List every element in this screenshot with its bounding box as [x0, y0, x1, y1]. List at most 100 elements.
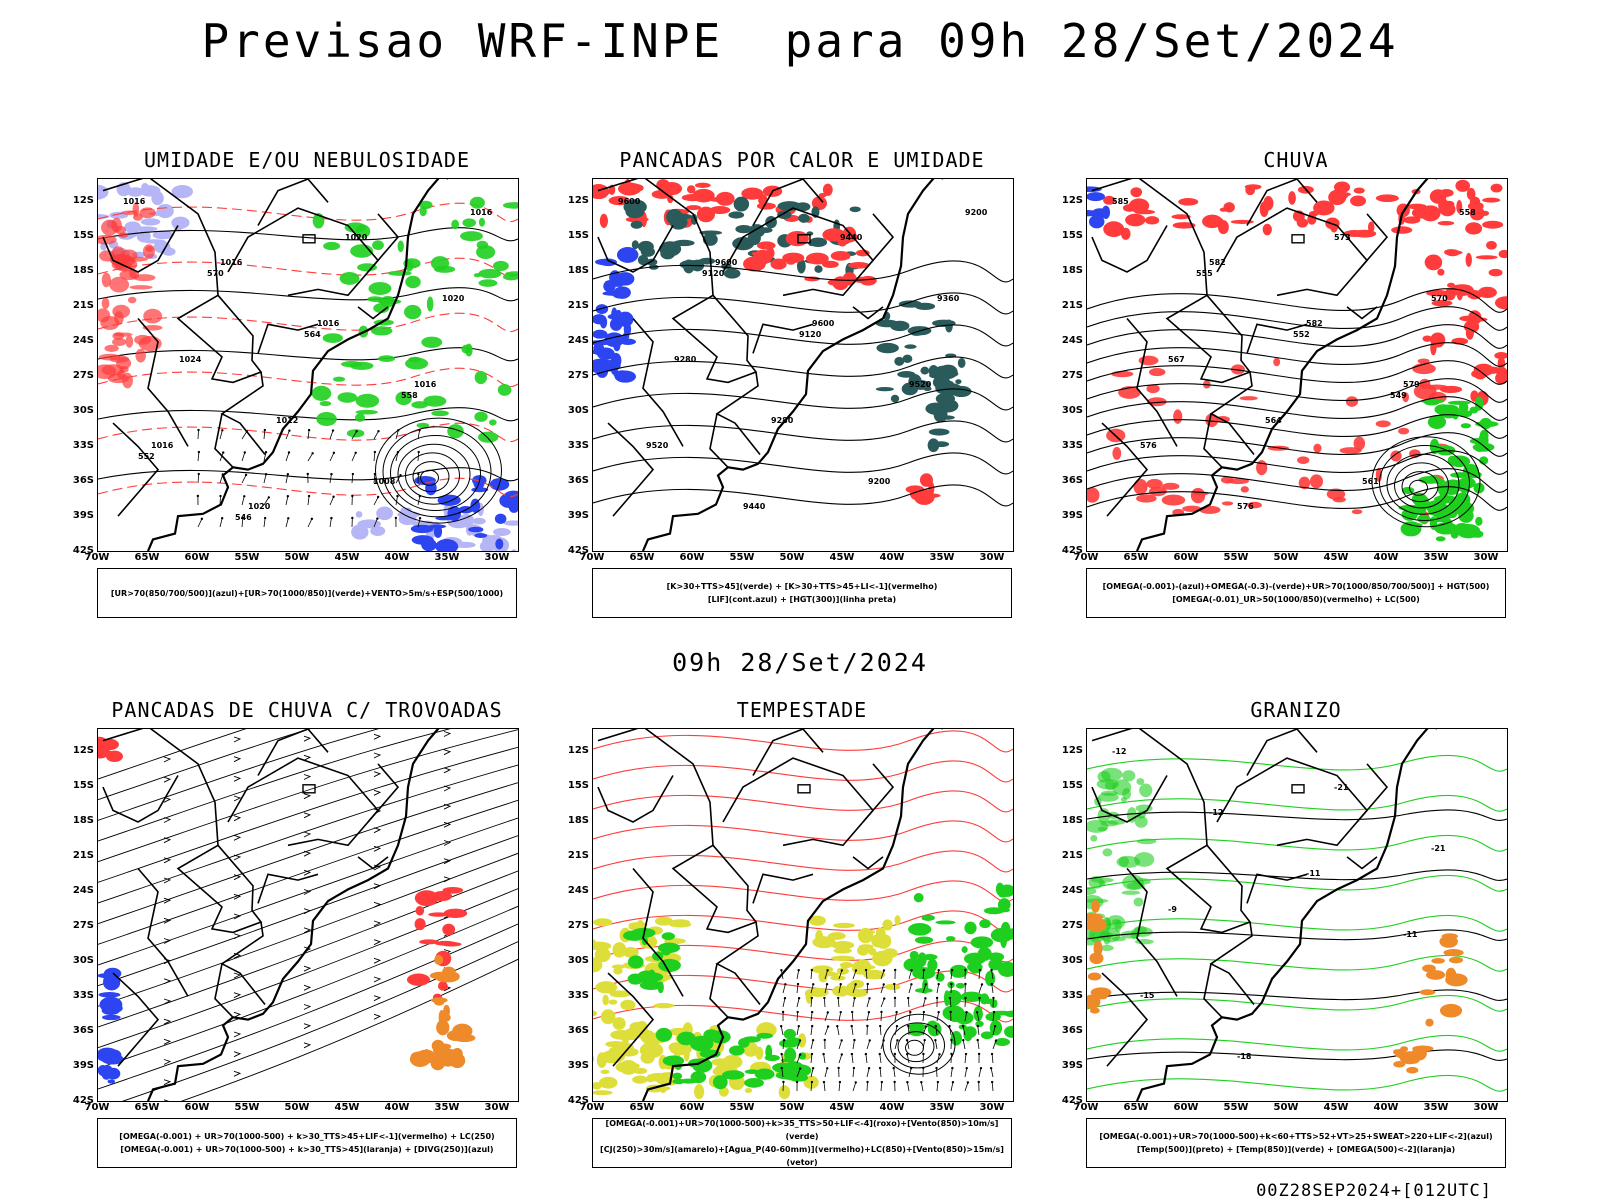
latitude-tick-label: 12S: [1053, 195, 1083, 206]
contour-label: -12: [1112, 747, 1126, 756]
latitude-tick-label: 27S: [64, 920, 94, 931]
longitude-tick-label: 40W: [877, 1102, 907, 1113]
panel-title: UMIDADE E/OU NEBULOSIDADE: [87, 148, 527, 172]
map-canvas: 1016101610161016101610201020102010241012…: [98, 179, 518, 551]
latitude-tick-label: 39S: [1053, 510, 1083, 521]
latitude-tick-label: 39S: [64, 510, 94, 521]
contour-label: -11: [1306, 869, 1321, 878]
map-canvas: -12-12-11-11-15-18-21-21-9: [1087, 729, 1507, 1101]
legend-line: [CJ(250)>30m/s](amarelo)+[Agua_P(40-60mm…: [593, 1143, 1011, 1169]
latitude-tick-label: 36S: [64, 475, 94, 486]
latitude-tick-label: 24S: [559, 885, 589, 896]
latitude-tick-label: 30S: [559, 405, 589, 416]
latitude-tick-label: 21S: [1053, 300, 1083, 311]
longitude-tick-label: 65W: [1121, 1102, 1151, 1113]
legend-line: [K>30+TTS>45](verde) + [K>30+TTS>45+LI<-…: [593, 580, 1011, 593]
longitude-tick-label: 50W: [777, 552, 807, 563]
latitude-tick-label: 12S: [64, 195, 94, 206]
longitude-tick-label: 30W: [977, 552, 1007, 563]
panel-title: PANCADAS POR CALOR E UMIDADE: [582, 148, 1022, 172]
latitude-tick-label: 27S: [559, 370, 589, 381]
longitude-tick-label: 35W: [1421, 552, 1451, 563]
omega-500-area-orange: [1393, 1046, 1433, 1074]
latitude-tick-label: 21S: [1053, 850, 1083, 861]
longitude-tick-label: 45W: [1321, 552, 1351, 563]
longitude-tick-label: 35W: [927, 1102, 957, 1113]
longitude-tick-label: 65W: [132, 552, 162, 563]
longitude-tick-label: 35W: [432, 1102, 462, 1113]
contour-label: 546: [235, 513, 252, 522]
longitude-tick-label: 35W: [927, 552, 957, 563]
panel-legend: [UR>70(850/700/500)](azul)+[UR>70(1000/8…: [97, 568, 517, 618]
longitude-tick-label: 55W: [232, 1102, 262, 1113]
latitude-tick-label: 15S: [559, 230, 589, 241]
contour-label: 561: [1362, 477, 1379, 486]
contour-label: 9280: [674, 355, 697, 364]
contour-label: 576: [1237, 502, 1254, 511]
latitude-tick-label: 12S: [1053, 745, 1083, 756]
latitude-tick-label: 12S: [559, 195, 589, 206]
latitude-tick-label: 33S: [64, 990, 94, 1001]
unstable-area-red: [906, 473, 941, 505]
longitude-tick-label: 30W: [1471, 552, 1501, 563]
legend-line: [OMEGA(-0.001)-(azul)+OMEGA(-0.3)-(verde…: [1087, 580, 1505, 593]
legend-line: [LIF](cont.azul) + [HGT(300)](linha pret…: [593, 593, 1011, 606]
map-canvas: [593, 729, 1013, 1101]
latitude-tick-label: 12S: [64, 745, 94, 756]
longitude-tick-label: 60W: [182, 552, 212, 563]
longitude-tick-label: 45W: [1321, 1102, 1351, 1113]
legend-line: [OMEGA(-0.001)+UR>70(1000-500)+k>35_TTS>…: [593, 1117, 1011, 1143]
contour-label: 1020: [248, 502, 271, 511]
longitude-tick-label: 55W: [727, 552, 757, 563]
latitude-tick-label: 15S: [64, 780, 94, 791]
geography-outlines: [1087, 179, 1437, 551]
latitude-tick-label: 18S: [559, 815, 589, 826]
legend-line: [OMEGA(-0.01)_UR>50(1000/850)(vermelho) …: [1087, 593, 1505, 606]
longitude-tick-label: 55W: [1221, 1102, 1251, 1113]
longitude-tick-label: 30W: [482, 552, 512, 563]
latitude-tick-label: 24S: [1053, 335, 1083, 346]
contour-label: -11: [1403, 930, 1418, 939]
contour-label: 558: [1459, 208, 1476, 217]
longitude-tick-label: 50W: [282, 1102, 312, 1113]
latitude-tick-label: 27S: [1053, 370, 1083, 381]
contour-label: 549: [1390, 391, 1407, 400]
longitude-tick-label: 65W: [1121, 552, 1151, 563]
longitude-tick-label: 50W: [777, 1102, 807, 1113]
latitude-tick-label: 30S: [1053, 955, 1083, 966]
contour-label: 9120: [702, 269, 725, 278]
longitude-tick-label: 55W: [1221, 552, 1251, 563]
latitude-tick-label: 18S: [64, 265, 94, 276]
latitude-tick-label: 36S: [1053, 475, 1083, 486]
contour-label: 9200: [868, 477, 891, 486]
latitude-tick-label: 36S: [64, 1025, 94, 1036]
legend-line: [OMEGA(-0.001)+UR>70(1000-500)+k<60+TTS>…: [1087, 1130, 1505, 1143]
latitude-tick-label: 21S: [64, 850, 94, 861]
thunderstorm-area-orange: [410, 1044, 465, 1071]
panel-title: GRANIZO: [1076, 698, 1516, 722]
latitude-tick-label: 12S: [559, 745, 589, 756]
longitude-tick-label: 50W: [1271, 552, 1301, 563]
longitude-tick-label: 65W: [132, 1102, 162, 1113]
contour-label: 9120: [799, 330, 822, 339]
contour-label: 1016: [317, 319, 340, 328]
longitude-tick-label: 65W: [627, 552, 657, 563]
longitude-tick-label: 45W: [332, 552, 362, 563]
latitude-tick-label: 33S: [1053, 990, 1083, 1001]
latitude-tick-label: 33S: [1053, 440, 1083, 451]
latitude-tick-label: 15S: [1053, 780, 1083, 791]
longitude-tick-label: 70W: [82, 552, 112, 563]
panel-legend: [K>30+TTS>45](verde) + [K>30+TTS>45+LI<-…: [592, 568, 1012, 618]
longitude-tick-label: 40W: [382, 552, 412, 563]
map-canvas: 5855825825795765765735705675645615585555…: [1087, 179, 1507, 551]
thunderstorm-area-red: [407, 887, 467, 1001]
panel-title: TEMPESTADE: [582, 698, 1022, 722]
longitude-tick-label: 40W: [1371, 1102, 1401, 1113]
contour-label: 9600: [618, 197, 641, 206]
contour-label: 564: [304, 330, 321, 339]
longitude-tick-label: 45W: [332, 1102, 362, 1113]
contour-label: 9440: [743, 502, 766, 511]
lifted-index-contours-blue: [593, 247, 638, 383]
run-identifier: 00Z28SEP2024+[012UTC]: [1256, 1181, 1492, 1201]
